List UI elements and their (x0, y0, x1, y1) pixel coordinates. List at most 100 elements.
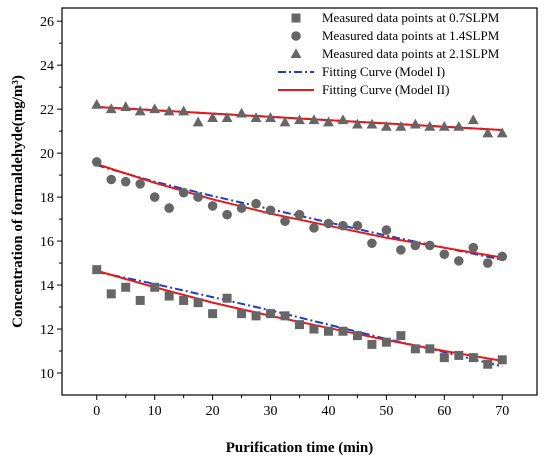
circle-data-point (425, 240, 435, 251)
circle-data-point (106, 174, 117, 185)
y-tick-label: 20 (40, 147, 54, 162)
x-tick-label: 10 (148, 404, 162, 419)
triangle-data-point (496, 127, 508, 138)
circle-data-point (352, 220, 363, 231)
square-data-point (352, 331, 362, 341)
triangle-data-point (352, 118, 363, 129)
square-data-point (425, 344, 435, 354)
model-2-curve (96, 163, 503, 259)
triangle-data-point (91, 98, 103, 109)
triangle-data-point (134, 105, 146, 116)
triangle-data-point (308, 114, 320, 125)
square-data-point (164, 291, 174, 301)
circle-data-point (280, 216, 290, 227)
y-tick-label: 26 (40, 15, 54, 30)
triangle-data-point (192, 116, 204, 127)
legend-circle-marker (291, 31, 301, 41)
legend-label: Measured data points at 2.1SLPM (322, 46, 500, 61)
circle-data-point (207, 201, 218, 211)
circle-data-point (338, 220, 348, 231)
circle-data-point (164, 203, 174, 213)
circle-data-point (453, 256, 464, 266)
x-tick-label: 40 (321, 404, 335, 419)
x-axis-title: Purification time (min) (226, 440, 373, 456)
x-tick-label: 50 (379, 404, 393, 419)
square-data-point (121, 282, 131, 292)
square-data-point (179, 295, 189, 305)
x-tick-label: 60 (437, 404, 451, 419)
triangle-data-point (453, 120, 465, 131)
triangle-data-point (178, 105, 190, 116)
triangle-data-point (337, 114, 349, 125)
circle-data-point (193, 192, 203, 202)
circle-data-point (149, 192, 160, 202)
square-data-point (193, 298, 203, 308)
legend-square-marker (291, 13, 301, 23)
x-tick-label: 70 (495, 404, 509, 419)
triangle-data-point (221, 112, 233, 122)
triangle-data-point (409, 118, 421, 129)
triangle-data-point (467, 114, 479, 125)
legend-label: Measured data points at 1.4SLPM (322, 28, 500, 43)
triangle-data-point (380, 120, 392, 131)
circle-data-point (410, 240, 421, 251)
y-tick-label: 18 (40, 191, 54, 206)
triangle-data-point (120, 101, 132, 111)
triangle-data-point (279, 116, 291, 127)
circle-data-point (222, 209, 232, 220)
y-axis-title: Concentration of formaldehyde(mg/m³) (10, 75, 26, 328)
square-data-point (280, 311, 290, 321)
square-data-point (135, 295, 145, 305)
triangle-data-point (207, 112, 219, 122)
legend-label: Fitting Curve (Model I) (322, 64, 445, 79)
legend-label: Measured data points at 0.7SLPM (322, 10, 500, 25)
square-data-point (497, 355, 507, 365)
y-tick-label: 24 (40, 59, 54, 74)
circle-data-point (468, 242, 479, 253)
circle-data-point (381, 225, 392, 235)
circle-data-point (497, 251, 508, 262)
square-data-point (251, 311, 261, 321)
circle-data-point (439, 249, 450, 260)
triangle-data-point (163, 105, 175, 116)
square-data-point (323, 326, 333, 336)
circle-data-point (91, 157, 102, 167)
square-data-point (381, 337, 391, 347)
triangle-data-point (265, 112, 276, 122)
model-1-curve (96, 270, 503, 368)
square-data-point (150, 282, 160, 292)
circle-data-point (236, 203, 247, 213)
circle-data-point (178, 187, 189, 198)
square-data-point (367, 339, 377, 349)
circle-data-point (367, 238, 377, 249)
triangle-data-point (149, 103, 161, 114)
triangle-data-point (236, 107, 247, 118)
circle-data-point (294, 209, 305, 220)
square-data-point (266, 309, 276, 319)
y-tick-label: 10 (40, 367, 54, 382)
circle-data-point (396, 245, 406, 255)
square-data-point (454, 350, 464, 360)
legend-label: Fitting Curve (Model II) (322, 82, 449, 97)
triangle-data-point (395, 120, 407, 131)
axis-ticks: 0 10 20 30 40 50 60 70 10 12 14 16 18 20 22 24 26 (40, 15, 509, 419)
square-data-point (396, 331, 406, 341)
triangle-data-point (105, 103, 117, 114)
circle-data-point (120, 176, 131, 187)
square-data-point (439, 353, 449, 363)
square-data-point (338, 326, 348, 336)
triangle-data-point (366, 118, 378, 129)
square-data-point (483, 359, 493, 369)
chart-marks (91, 98, 508, 369)
plot-frame (61, 7, 538, 396)
square-data-point (92, 265, 102, 275)
square-data-point (222, 293, 232, 303)
triangle-data-point (250, 112, 262, 122)
square-data-point (208, 309, 218, 319)
square-data-point (468, 353, 478, 363)
y-tick-label: 14 (40, 279, 54, 294)
y-tick-label: 16 (40, 235, 54, 250)
legend-triangle-marker (290, 48, 302, 58)
square-data-point (237, 309, 247, 319)
triangle-data-point (323, 116, 334, 127)
